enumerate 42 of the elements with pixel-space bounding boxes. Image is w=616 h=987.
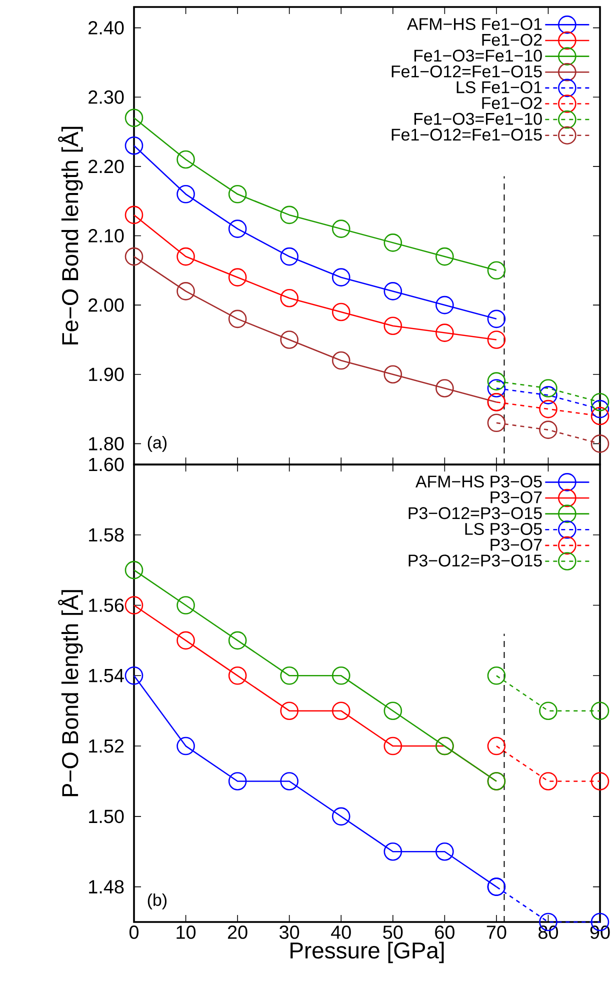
x-tick-label: 70 [486,926,506,939]
legend-label: AFM−HS Fe1−O1 [407,18,542,30]
legend-label: Fe1−O3=Fe1−10 [414,50,542,62]
y-axis-title: P−O Bond length [Å] [58,590,83,796]
legend-label: Fe1−O2 [482,34,542,46]
legend-label: LS P3−O5 [465,522,542,535]
legend-label: Fe1−O12=Fe1−O15 [392,128,542,141]
y-tick-label: 2.30 [88,90,124,104]
y-tick-label: 1.54 [89,669,124,682]
x-tick-label: 50 [383,926,403,939]
y-tick-label: 1.56 [89,598,124,612]
y-tick-label: 1.60 [89,458,124,472]
y-tick-label: 1.52 [89,739,124,753]
y-tick-label: 1.58 [89,528,124,542]
y-tick-label: 1.80 [89,436,124,450]
legend-label: Fe1−O3=Fe1−10 [414,112,542,125]
legend-label: P3−O12=P3−O15 [408,554,542,567]
y-tick-label: 1.50 [89,810,124,824]
legend-label: AFM−HS P3−O5 [415,476,542,488]
y-tick-label: 2.00 [88,298,124,312]
x-tick-label: 20 [228,926,248,939]
x-tick-label: 30 [280,926,300,939]
legend-label: P3−O12=P3−O15 [408,507,542,520]
annotation: (a) [148,436,166,452]
legend-label: P3−O7 [490,538,542,551]
x-tick-label: 40 [331,926,351,939]
legend-label: Fe1−O12=Fe1−O15 [392,65,542,78]
x-tick-label: 60 [435,926,454,939]
y-tick-label: 2.40 [88,21,124,34]
x-axis-title: Pressure [GPa] [290,942,444,964]
y-tick-label: 2.20 [88,160,124,174]
annotation: (b) [148,894,166,910]
y-tick-label: 2.10 [88,229,124,242]
legend-label: Fe1−O2 [482,97,542,110]
legend-label: P3−O7 [490,491,542,504]
y-tick-label: 1.48 [89,880,124,894]
legend-label: LS Fe1−O1 [456,81,542,94]
y-axis-title: Fe−O Bond length [Å] [58,126,83,344]
x-tick-label: 10 [176,926,196,939]
x-tick-label: 80 [538,926,558,939]
x-tick-label: 0 [129,926,139,939]
y-tick-label: 1.90 [89,368,124,382]
